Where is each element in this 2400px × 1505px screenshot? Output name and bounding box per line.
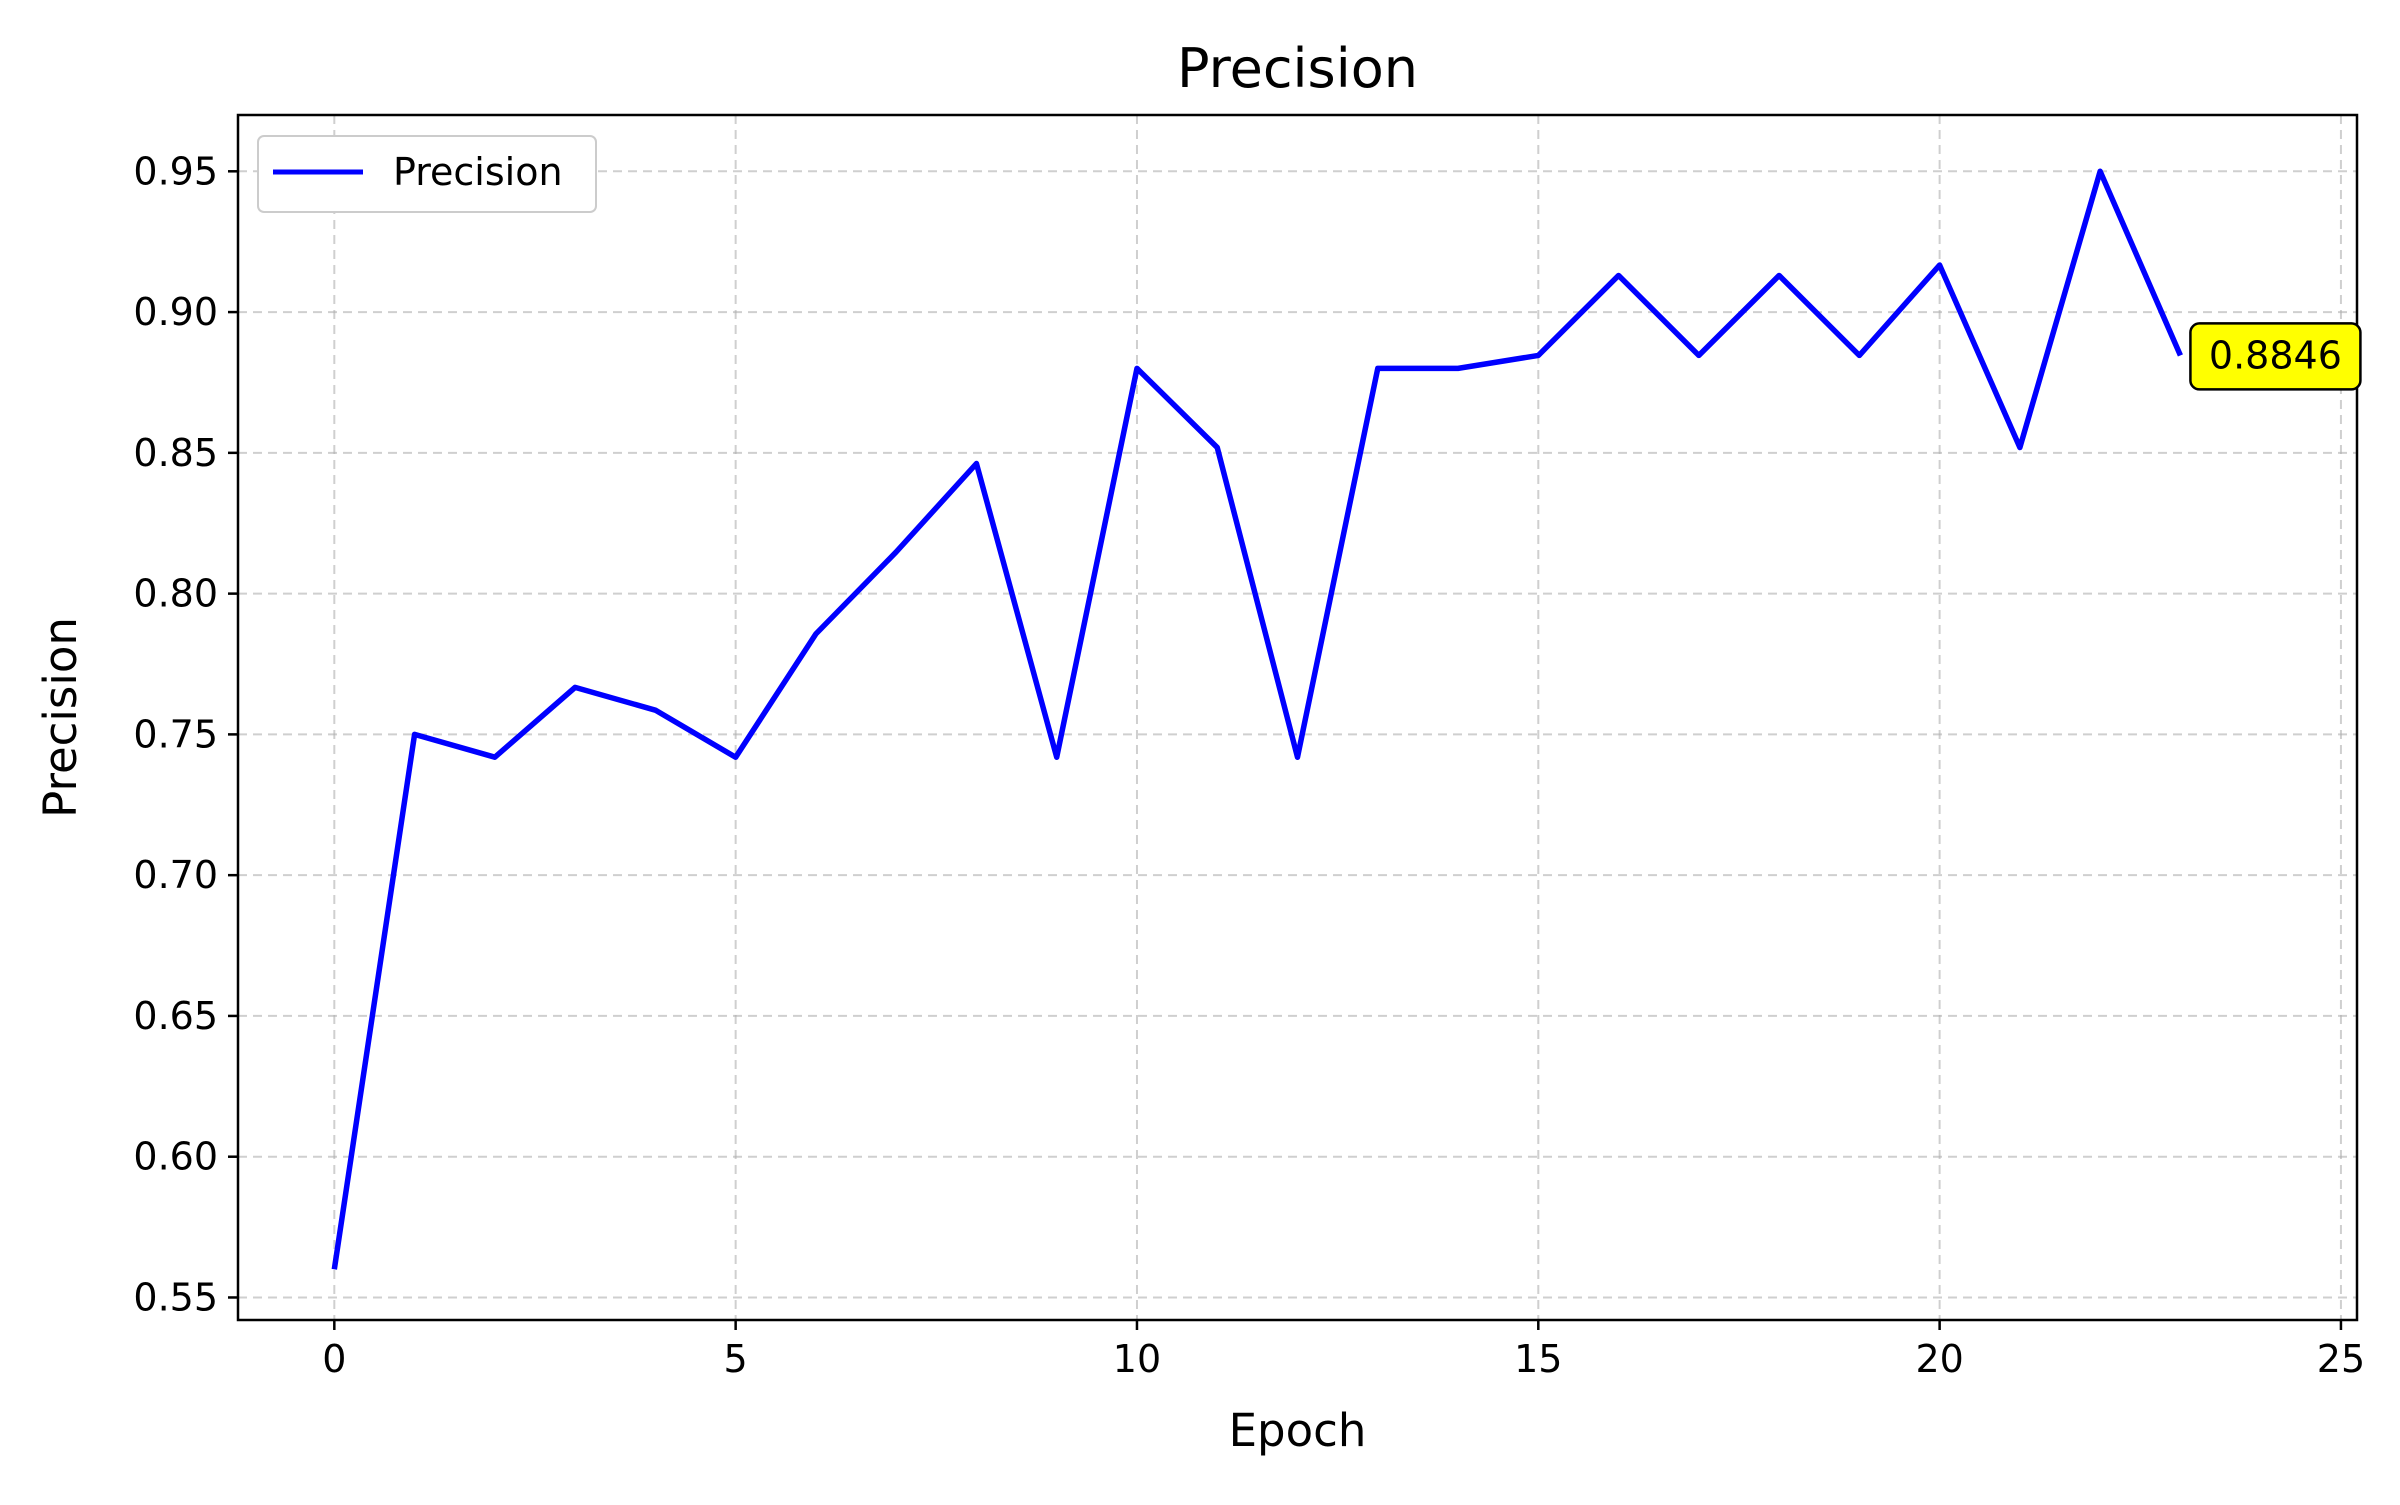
- legend: Precision: [258, 136, 596, 212]
- y-tick-label: 0.60: [133, 1135, 218, 1179]
- last-value-annotation-text: 0.8846: [2209, 333, 2342, 377]
- x-tick-label: 15: [1514, 1337, 1562, 1381]
- last-value-annotation: 0.8846: [2190, 323, 2360, 389]
- y-tick-label: 0.70: [133, 853, 218, 897]
- y-tick-label: 0.80: [133, 572, 218, 616]
- chart-title: Precision: [1177, 37, 1418, 100]
- y-tick-label: 0.95: [133, 149, 218, 193]
- x-tick-label: 0: [322, 1337, 346, 1381]
- y-axis-label: Precision: [34, 617, 87, 818]
- y-tick-label: 0.75: [133, 712, 218, 756]
- y-tick-label: 0.65: [133, 994, 218, 1038]
- y-tick-label: 0.85: [133, 431, 218, 475]
- x-tick-label: 20: [1915, 1337, 1963, 1381]
- legend-label-precision: Precision: [393, 150, 563, 194]
- y-tick-label: 0.90: [133, 290, 218, 334]
- x-tick-label: 25: [2317, 1337, 2365, 1381]
- x-tick-label: 5: [724, 1337, 748, 1381]
- y-tick-label: 0.55: [133, 1275, 218, 1319]
- x-axis-label: Epoch: [1229, 1404, 1367, 1457]
- x-tick-label: 10: [1113, 1337, 1161, 1381]
